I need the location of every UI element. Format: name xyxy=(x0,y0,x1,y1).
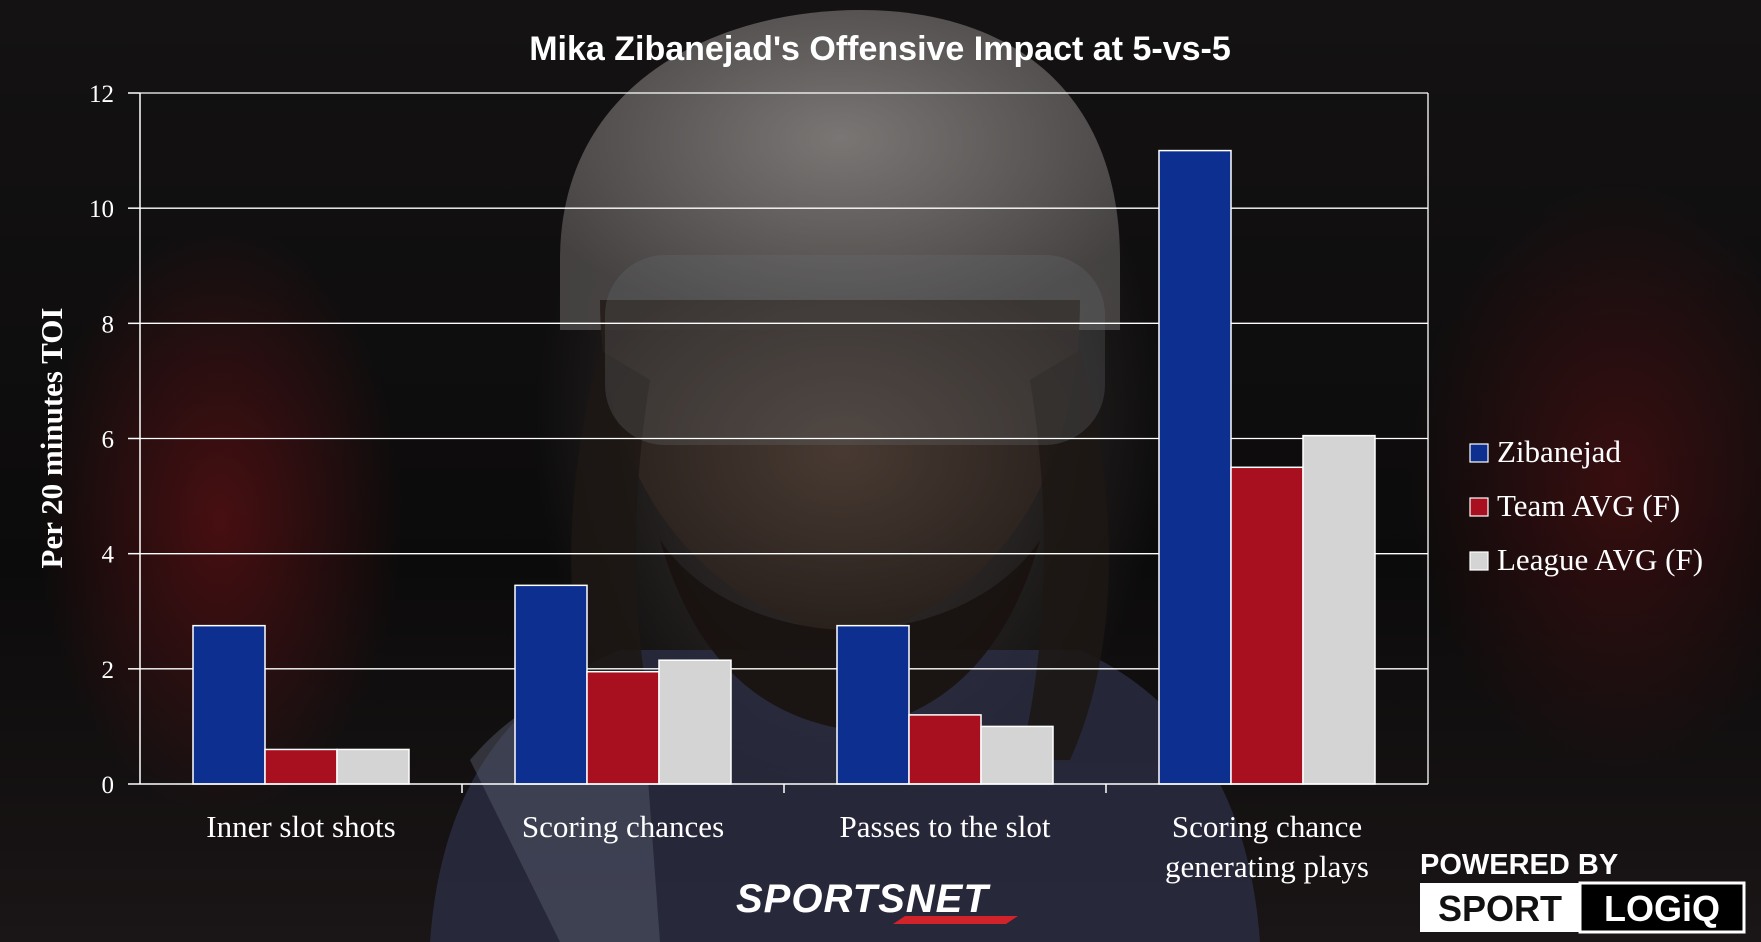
bar-zibanejad-0 xyxy=(192,624,266,785)
legend-label: League AVG (F) xyxy=(1497,542,1703,577)
bar-zibanejad-2 xyxy=(836,624,910,785)
category-labels: Inner slot shots Scoring chances Passes to… xyxy=(206,809,1369,884)
bar-league-avg-f--3 xyxy=(1302,434,1376,785)
category-label: Inner slot shots xyxy=(206,809,395,844)
y-tick-label: 4 xyxy=(102,542,115,569)
sportsnet-logo: SPORTSNET xyxy=(736,877,1018,924)
powered-by-text: POWERED BY xyxy=(1420,849,1618,881)
chart-title: Mika Zibanejad's Offensive Impact at 5-v… xyxy=(529,30,1231,68)
bar-team-avg-f--0 xyxy=(264,748,338,785)
y-tick-label: 8 xyxy=(102,311,115,338)
legend: Zibanejad Team AVG (F) League AVG (F) xyxy=(1469,434,1703,577)
bar-team-avg-f--2 xyxy=(908,714,982,785)
y-axis-label: Per 20 minutes TOI xyxy=(34,308,69,569)
bar-league-avg-f--0 xyxy=(336,748,410,785)
sport-box xyxy=(1420,883,1580,932)
legend-label: Zibanejad xyxy=(1497,434,1621,469)
category-label: Passes to the slot xyxy=(840,809,1051,844)
category-label: Scoring chance xyxy=(1172,809,1362,844)
axes xyxy=(139,93,1429,793)
bar-team-avg-f--1 xyxy=(586,670,660,785)
sportsnet-swoosh-icon xyxy=(893,916,1018,924)
sportsnet-wordmark: SPORTSNET xyxy=(736,877,991,921)
bar-league-avg-f--1 xyxy=(658,659,732,785)
legend-swatch xyxy=(1469,497,1489,517)
legend-label: Team AVG (F) xyxy=(1497,488,1680,523)
y-tick-label: 6 xyxy=(102,427,115,454)
legend-swatch xyxy=(1469,551,1489,571)
bar-zibanejad-1 xyxy=(514,584,588,785)
legend-swatch xyxy=(1469,443,1489,463)
category-label: Scoring chances xyxy=(522,809,724,844)
y-tick-label: 10 xyxy=(89,196,114,223)
sport-wordmark: SPORT xyxy=(1438,888,1562,929)
y-tick-label: 0 xyxy=(102,772,115,799)
y-tick-label: 2 xyxy=(102,657,115,684)
sportlogiq-logo: POWERED BY SPORT LOGiQ xyxy=(1420,849,1746,934)
y-tick-label: 12 xyxy=(89,81,114,108)
logiq-wordmark: LOGiQ xyxy=(1604,888,1720,929)
bar-zibanejad-3 xyxy=(1158,149,1232,785)
bar-team-avg-f--3 xyxy=(1230,466,1304,785)
y-tick-labels: 0 2 4 6 8 10 12 xyxy=(89,81,115,799)
bar-league-avg-f--2 xyxy=(980,725,1054,785)
category-label: generating plays xyxy=(1165,849,1369,884)
bars xyxy=(192,149,1376,785)
logiq-box xyxy=(1578,881,1746,934)
